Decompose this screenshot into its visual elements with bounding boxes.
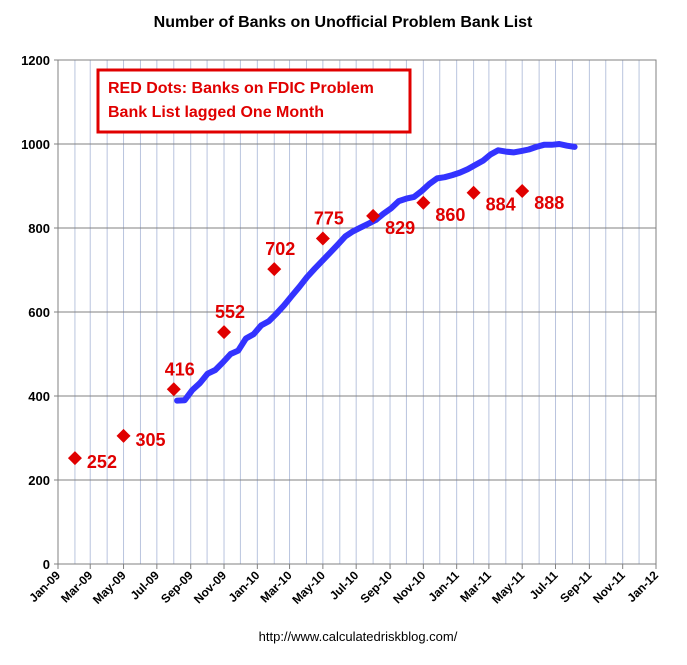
- y-tick-label: 600: [28, 305, 50, 320]
- annotation-frame: [96, 68, 412, 134]
- fdic-point-label: 884: [486, 195, 516, 215]
- x-tick-label: Jul-11: [527, 568, 561, 602]
- x-tick-label: Sep-10: [357, 568, 395, 606]
- fdic-point-label: 888: [534, 193, 564, 213]
- source-credit: http://www.calculatedriskblog.com/: [259, 629, 458, 644]
- chart-title: Number of Banks on Unofficial Problem Ba…: [154, 14, 533, 31]
- annotation-line-2: Bank List lagged One Month: [108, 104, 324, 121]
- x-tick-label: Mar-11: [457, 568, 494, 605]
- fdic-point: [515, 184, 530, 199]
- fdic-point: [267, 262, 282, 277]
- x-tick-label: Jul-09: [128, 568, 163, 603]
- fdic-point: [67, 451, 82, 466]
- fdic-point: [217, 325, 232, 340]
- fdic-point-label: 305: [136, 430, 166, 450]
- fdic-point: [116, 428, 131, 443]
- x-tick-label: Mar-09: [58, 568, 95, 605]
- y-tick-label: 0: [43, 557, 50, 572]
- fdic-point-label: 860: [435, 205, 465, 225]
- fdic-point: [166, 382, 181, 397]
- x-tick-label: May-09: [90, 568, 129, 607]
- y-tick-label: 1200: [21, 53, 50, 68]
- fdic-point-label: 702: [265, 239, 295, 259]
- fdic-point: [315, 231, 330, 246]
- x-tick-label: Mar-10: [257, 568, 294, 605]
- x-tick-label: Jan-10: [226, 568, 263, 605]
- x-tick-label: Jan-11: [425, 568, 462, 605]
- series: 252 305 416 552 702 775 829 860 884 888: [67, 141, 578, 472]
- x-tick-label: Jan-12: [624, 568, 661, 605]
- fdic-point-label: 416: [165, 359, 195, 379]
- x-tick-label: Jul-10: [327, 568, 362, 603]
- fdic-point-label: 829: [385, 218, 415, 238]
- y-tick-label: 200: [28, 473, 50, 488]
- grid: [58, 59, 656, 564]
- fdic-point-label: 252: [87, 452, 117, 472]
- fdic-point-label: 775: [314, 209, 344, 229]
- x-tick-label: May-10: [289, 568, 328, 607]
- y-tick-label: 800: [28, 221, 50, 236]
- fdic-point-label: 552: [215, 302, 245, 322]
- x-tick-label: Nov-11: [590, 568, 628, 606]
- fdic-point: [366, 208, 381, 223]
- y-tick-label: 400: [28, 389, 50, 404]
- x-tick-label: May-11: [489, 568, 527, 606]
- fdic-point: [416, 195, 431, 210]
- y-tick-label: 1000: [21, 137, 50, 152]
- x-tick-label: Nov-09: [191, 568, 229, 606]
- x-tick-label: Nov-10: [390, 568, 428, 606]
- x-tick-label: Jan-09: [26, 568, 63, 605]
- x-tick-label: Sep-11: [557, 568, 594, 605]
- x-tick-label: Sep-09: [158, 568, 196, 606]
- annotation-line-1: RED Dots: Banks on FDIC Problem: [108, 80, 374, 97]
- fdic-point: [466, 185, 481, 200]
- annotation-box: RED Dots: Banks on FDIC Problem Bank Lis…: [96, 68, 412, 134]
